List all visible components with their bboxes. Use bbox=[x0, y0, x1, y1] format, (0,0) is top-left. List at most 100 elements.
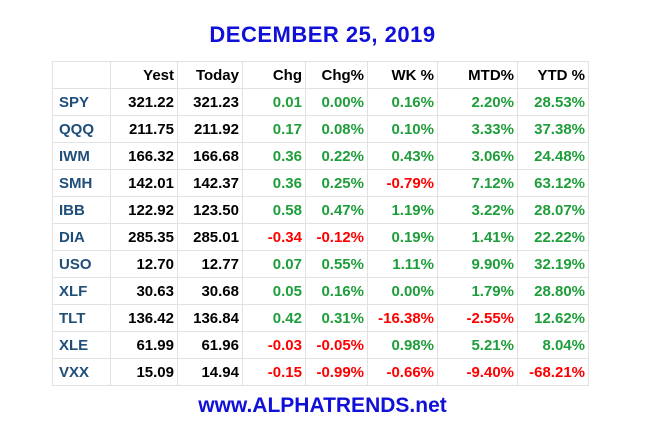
ticker-cell: IWM bbox=[52, 142, 111, 170]
change-cell: -0.66% bbox=[367, 358, 438, 386]
change-cell: -0.79% bbox=[367, 169, 438, 197]
change-cell: -0.03 bbox=[242, 331, 306, 359]
table-row: TLT 136.42 136.84 0.42 0.31% -16.38% -2.55% 12.… bbox=[52, 304, 589, 332]
price-cell: 30.68 bbox=[177, 277, 243, 305]
change-cell: 0.36 bbox=[242, 169, 306, 197]
ticker-cell: SMH bbox=[52, 169, 111, 197]
ticker-cell: IBB bbox=[52, 196, 111, 224]
change-cell: 0.98% bbox=[367, 331, 438, 359]
change-cell: 0.47% bbox=[305, 196, 368, 224]
change-cell: 28.80% bbox=[517, 277, 589, 305]
change-cell: 7.12% bbox=[437, 169, 518, 197]
change-cell: 28.53% bbox=[517, 88, 589, 116]
change-cell: 1.11% bbox=[367, 250, 438, 278]
table-row: XLE 61.99 61.96 -0.03 -0.05% 0.98% 5.21% 8.04% bbox=[52, 331, 589, 359]
change-cell: 0.36 bbox=[242, 142, 306, 170]
change-cell: 0.42 bbox=[242, 304, 306, 332]
header-row: Yest Today Chg Chg% WK % MTD% YTD % bbox=[52, 61, 589, 89]
change-cell: 37.38% bbox=[517, 115, 589, 143]
change-cell: 12.62% bbox=[517, 304, 589, 332]
change-cell: -0.34 bbox=[242, 223, 306, 251]
table-row: XLF 30.63 30.68 0.05 0.16% 0.00% 1.79% 28.80% bbox=[52, 277, 589, 305]
price-cell: 136.42 bbox=[110, 304, 178, 332]
change-cell: 2.20% bbox=[437, 88, 518, 116]
table-row: SPY 321.22 321.23 0.01 0.00% 0.16% 2.20% 28.53% bbox=[52, 88, 589, 116]
change-cell: 0.17 bbox=[242, 115, 306, 143]
change-cell: 1.79% bbox=[437, 277, 518, 305]
price-cell: 321.22 bbox=[110, 88, 178, 116]
change-cell: -68.21% bbox=[517, 358, 589, 386]
change-cell: -0.99% bbox=[305, 358, 368, 386]
table-row: IWM 166.32 166.68 0.36 0.22% 0.43% 3.06% 24.48% bbox=[52, 142, 589, 170]
column-header bbox=[52, 61, 111, 89]
table-row: USO 12.70 12.77 0.07 0.55% 1.11% 9.90% 32.19% bbox=[52, 250, 589, 278]
column-header: Chg% bbox=[305, 61, 368, 89]
table-row: VXX 15.09 14.94 -0.15 -0.99% -0.66% -9.40% -68.… bbox=[52, 358, 589, 386]
change-cell: 0.55% bbox=[305, 250, 368, 278]
change-cell: 0.43% bbox=[367, 142, 438, 170]
column-header: Chg bbox=[242, 61, 306, 89]
ticker-cell: XLF bbox=[52, 277, 111, 305]
price-cell: 61.96 bbox=[177, 331, 243, 359]
table-row: SMH 142.01 142.37 0.36 0.25% -0.79% 7.12% 63.12… bbox=[52, 169, 589, 197]
change-cell: 0.16% bbox=[367, 88, 438, 116]
price-cell: 142.01 bbox=[110, 169, 178, 197]
quote-table: Yest Today Chg Chg% WK % MTD% YTD % SPY 321.22 32… bbox=[52, 61, 589, 386]
price-cell: 122.92 bbox=[110, 196, 178, 224]
change-cell: 0.00% bbox=[367, 277, 438, 305]
price-cell: 12.77 bbox=[177, 250, 243, 278]
change-cell: -0.15 bbox=[242, 358, 306, 386]
change-cell: 22.22% bbox=[517, 223, 589, 251]
price-cell: 321.23 bbox=[177, 88, 243, 116]
footer-site: www.ALPHATRENDS.net bbox=[198, 394, 447, 417]
change-cell: 1.41% bbox=[437, 223, 518, 251]
ticker-cell: XLE bbox=[52, 331, 111, 359]
column-header: Yest bbox=[110, 61, 178, 89]
change-cell: -0.05% bbox=[305, 331, 368, 359]
price-cell: 166.68 bbox=[177, 142, 243, 170]
change-cell: 1.19% bbox=[367, 196, 438, 224]
price-cell: 12.70 bbox=[110, 250, 178, 278]
change-cell: -9.40% bbox=[437, 358, 518, 386]
ticker-cell: VXX bbox=[52, 358, 111, 386]
column-header: WK % bbox=[367, 61, 438, 89]
change-cell: 9.90% bbox=[437, 250, 518, 278]
change-cell: 0.31% bbox=[305, 304, 368, 332]
ticker-cell: DIA bbox=[52, 223, 111, 251]
price-cell: 61.99 bbox=[110, 331, 178, 359]
price-cell: 211.92 bbox=[177, 115, 243, 143]
change-cell: 0.25% bbox=[305, 169, 368, 197]
change-cell: 0.16% bbox=[305, 277, 368, 305]
change-cell: -16.38% bbox=[367, 304, 438, 332]
change-cell: 0.00% bbox=[305, 88, 368, 116]
change-cell: 8.04% bbox=[517, 331, 589, 359]
table-row: DIA 285.35 285.01 -0.34 -0.12% 0.19% 1.41% 22.2… bbox=[52, 223, 589, 251]
change-cell: 28.07% bbox=[517, 196, 589, 224]
change-cell: 3.06% bbox=[437, 142, 518, 170]
title: DECEMBER 25, 2019 bbox=[209, 22, 436, 47]
table-row: QQQ 211.75 211.92 0.17 0.08% 0.10% 3.33% 37.38% bbox=[52, 115, 589, 143]
column-header: Today bbox=[177, 61, 243, 89]
column-header: YTD % bbox=[517, 61, 589, 89]
price-cell: 285.35 bbox=[110, 223, 178, 251]
price-cell: 285.01 bbox=[177, 223, 243, 251]
price-cell: 136.84 bbox=[177, 304, 243, 332]
change-cell: 0.01 bbox=[242, 88, 306, 116]
change-cell: 5.21% bbox=[437, 331, 518, 359]
change-cell: 24.48% bbox=[517, 142, 589, 170]
price-cell: 142.37 bbox=[177, 169, 243, 197]
table-row: IBB 122.92 123.50 0.58 0.47% 1.19% 3.22% 28.07% bbox=[52, 196, 589, 224]
change-cell: 0.22% bbox=[305, 142, 368, 170]
change-cell: 0.08% bbox=[305, 115, 368, 143]
ticker-cell: TLT bbox=[52, 304, 111, 332]
change-cell: 0.05 bbox=[242, 277, 306, 305]
change-cell: 3.22% bbox=[437, 196, 518, 224]
change-cell: 3.33% bbox=[437, 115, 518, 143]
change-cell: 0.58 bbox=[242, 196, 306, 224]
price-cell: 14.94 bbox=[177, 358, 243, 386]
change-cell: 32.19% bbox=[517, 250, 589, 278]
change-cell: 0.10% bbox=[367, 115, 438, 143]
price-cell: 211.75 bbox=[110, 115, 178, 143]
price-cell: 123.50 bbox=[177, 196, 243, 224]
